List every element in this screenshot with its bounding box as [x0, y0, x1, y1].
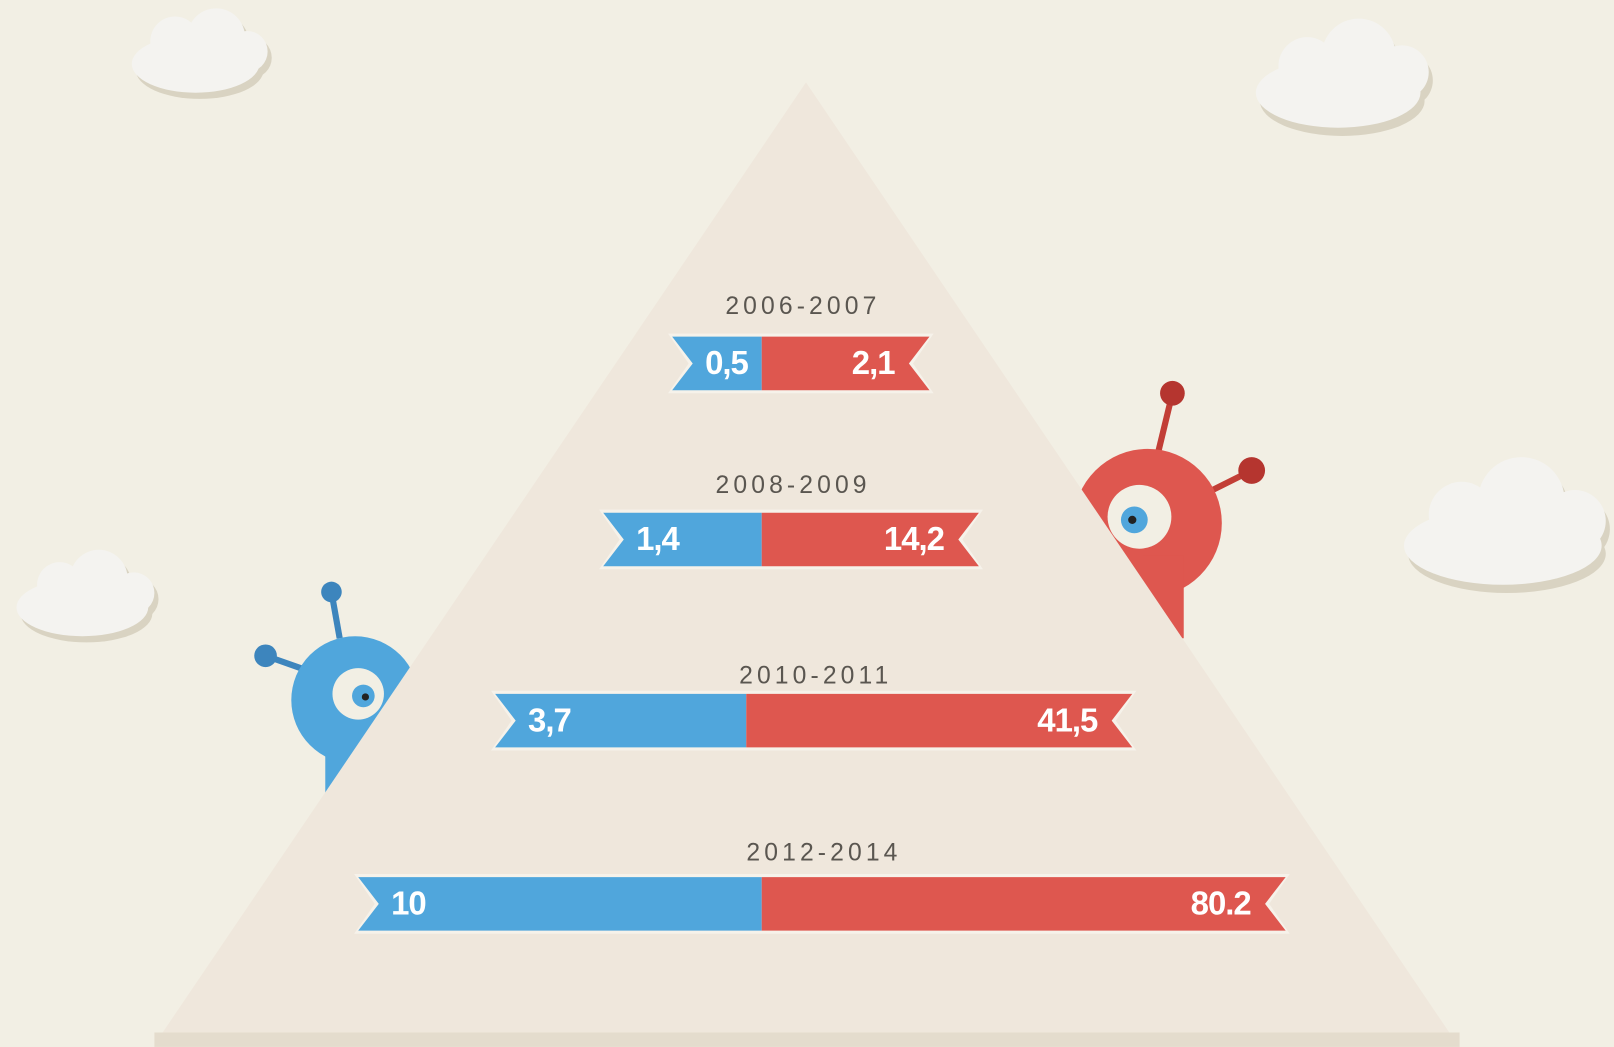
- left-value: 10: [391, 885, 426, 922]
- period-label: 2012-2014: [746, 840, 901, 867]
- infographic: 2006-2007 0,5 2,1 2008-2009 1,4 14,2 2010-2011…: [0, 0, 1614, 1047]
- red-ribbon: [762, 337, 930, 391]
- pyramid-base: [154, 1033, 1459, 1047]
- left-value: 1,4: [636, 520, 680, 557]
- period-label: 2008-2009: [716, 472, 871, 499]
- left-value: 0,5: [705, 344, 748, 381]
- red-ribbon: [762, 513, 979, 567]
- right-value: 14,2: [884, 520, 944, 557]
- period-label: 2006-2007: [725, 293, 880, 320]
- blue-ribbon: [603, 513, 762, 567]
- right-value: 41,5: [1037, 701, 1098, 738]
- left-value: 3,7: [528, 701, 571, 738]
- period-label: 2010-2011: [739, 663, 892, 690]
- right-value: 80.2: [1191, 885, 1251, 922]
- right-value: 2,1: [852, 344, 895, 381]
